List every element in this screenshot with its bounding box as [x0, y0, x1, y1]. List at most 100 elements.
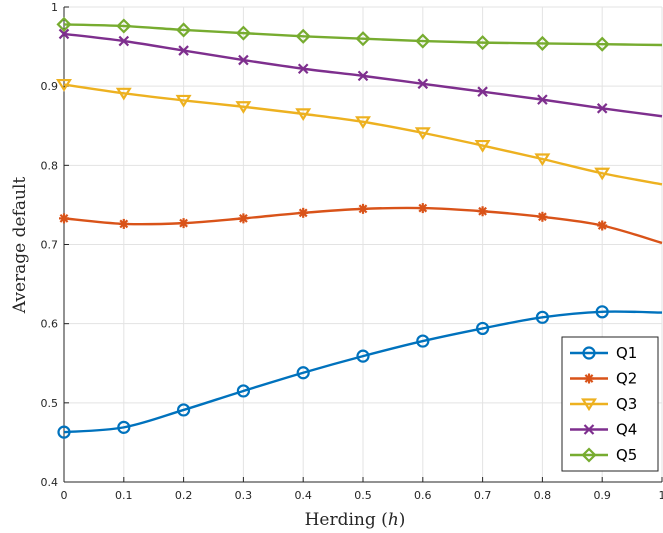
data-point-q1-1: [117, 420, 131, 434]
x-tick-label-1: 0.1: [115, 489, 133, 502]
legend-marker-q3: [581, 398, 597, 412]
data-point-q1-9: [595, 305, 609, 319]
data-point-q2-4: [298, 207, 309, 218]
y-tick-label-4: 0.8: [41, 159, 59, 172]
legend-marker-q2: [584, 373, 594, 384]
legend-entry-q5: Q5: [570, 446, 637, 464]
data-point-q5-7: [475, 35, 491, 51]
data-point-q1-4: [296, 366, 310, 380]
x-tick-label-4: 0.4: [294, 489, 312, 502]
y-axis-label: Average default: [10, 177, 30, 315]
x-tick-label-6: 0.6: [414, 489, 432, 502]
x-axis-label-paren-close: ): [399, 510, 406, 530]
y-tick-label-0: 0.4: [41, 476, 59, 489]
data-point-q4-6: [417, 78, 429, 90]
data-point-q5-1: [116, 18, 132, 34]
x-tick-label-3: 0.3: [235, 489, 253, 502]
x-tick-label-9: 0.9: [593, 489, 611, 502]
data-point-q4-3: [238, 54, 249, 66]
legend-entry-q3: Q3: [570, 395, 637, 413]
data-point-q1-6: [416, 334, 430, 348]
data-point-q1-5: [356, 349, 370, 363]
x-tick-label-8: 0.8: [534, 489, 552, 502]
series-line-q3: [63, 83, 663, 186]
y-tick-label-1: 0.5: [41, 397, 59, 410]
series-q3: [56, 78, 663, 186]
x-tick-label-2: 0.2: [175, 489, 193, 502]
legend-marker-q4: [583, 424, 595, 435]
x-tick-label-5: 0.5: [354, 489, 372, 502]
data-point-q2-1: [118, 218, 129, 229]
x-tick-label-10: 1: [659, 489, 663, 502]
y-tick-label-2: 0.6: [41, 318, 59, 331]
legend: Q1 Q2 Q3 Q4 Q5: [561, 336, 659, 472]
x-axis-label-symbol: h: [388, 510, 399, 530]
data-point-q4-1: [118, 35, 130, 47]
data-point-q2-3: [238, 213, 249, 224]
data-point-q4-0: [58, 28, 70, 40]
legend-entry-q1: Q1: [570, 344, 637, 362]
data-point-q3-6: [414, 127, 431, 141]
data-point-q1-0: [57, 425, 71, 439]
data-point-q3-4: [295, 108, 312, 122]
data-point-q2-7: [477, 206, 488, 217]
x-tick-label-7: 0.7: [474, 489, 492, 502]
data-point-q1-3: [236, 384, 250, 398]
legend-label-q4: Q4: [616, 421, 637, 439]
data-point-q5-9: [594, 36, 610, 52]
series-q5: [56, 16, 663, 52]
data-point-q4-8: [537, 94, 548, 105]
data-point-q1-2: [177, 403, 191, 417]
data-point-q4-2: [178, 45, 189, 56]
data-point-q2-2: [178, 218, 189, 229]
series-q4: [58, 28, 663, 118]
data-point-q2-9: [597, 220, 608, 231]
x-axis-label: Herding (h): [305, 510, 406, 530]
data-point-q2-0: [59, 213, 69, 224]
data-point-q4-9: [596, 103, 608, 114]
x-tick-label-0: 0: [61, 489, 68, 502]
data-point-q1-7: [476, 321, 490, 336]
data-point-q4-4: [297, 63, 309, 75]
legend-entry-q4: Q4: [570, 421, 637, 439]
data-point-q5-2: [176, 22, 192, 38]
data-point-q4-7: [477, 86, 488, 97]
data-point-q2-8: [537, 211, 548, 222]
x-axis-label-main: Herding: [305, 510, 376, 530]
data-point-q5-4: [295, 28, 311, 44]
data-point-q5-0: [56, 16, 72, 32]
data-point-q2-5: [358, 203, 368, 214]
legend-marker-q5: [581, 447, 597, 463]
data-point-q5-3: [235, 25, 251, 41]
data-point-q3-3: [235, 101, 252, 114]
axes: 0 0.1 0.2 0.3 0.4 0.5 0.6 0.7 0.8 0.9 1 0.4 0.5 0.6 0.…: [41, 1, 663, 502]
data-point-q2-6: [417, 203, 428, 214]
data-point-q3-8: [534, 153, 551, 167]
series-q2: [59, 203, 663, 245]
legend-marker-q1: [582, 346, 596, 360]
y-tick-label-5: 0.9: [41, 80, 59, 93]
data-point-q3-2: [175, 94, 192, 108]
data-point-q5-6: [415, 33, 431, 49]
data-point-q3-7: [474, 139, 491, 153]
y-tick-label-3: 0.7: [41, 239, 59, 252]
series-line-q1: [63, 310, 663, 434]
data-point-q1-8: [535, 310, 550, 324]
series-group: [56, 16, 663, 439]
legend-entry-q2: Q2: [570, 370, 637, 388]
legend-label-q5: Q5: [616, 446, 637, 464]
data-point-q4-5: [357, 70, 369, 82]
series-line-q5: [63, 23, 663, 47]
data-point-q3-5: [355, 116, 371, 129]
legend-label-q1: Q1: [616, 344, 637, 362]
data-point-q5-5: [355, 31, 371, 47]
legend-label-q3: Q3: [616, 395, 637, 413]
data-point-q3-9: [594, 167, 611, 181]
series-q1: [57, 305, 663, 439]
data-point-q3-0: [56, 78, 72, 92]
y-tick-label-6: 1: [51, 1, 58, 14]
x-axis-label-paren-open: (: [381, 510, 388, 530]
data-point-q3-1: [115, 87, 132, 101]
legend-label-q2: Q2: [616, 370, 637, 388]
